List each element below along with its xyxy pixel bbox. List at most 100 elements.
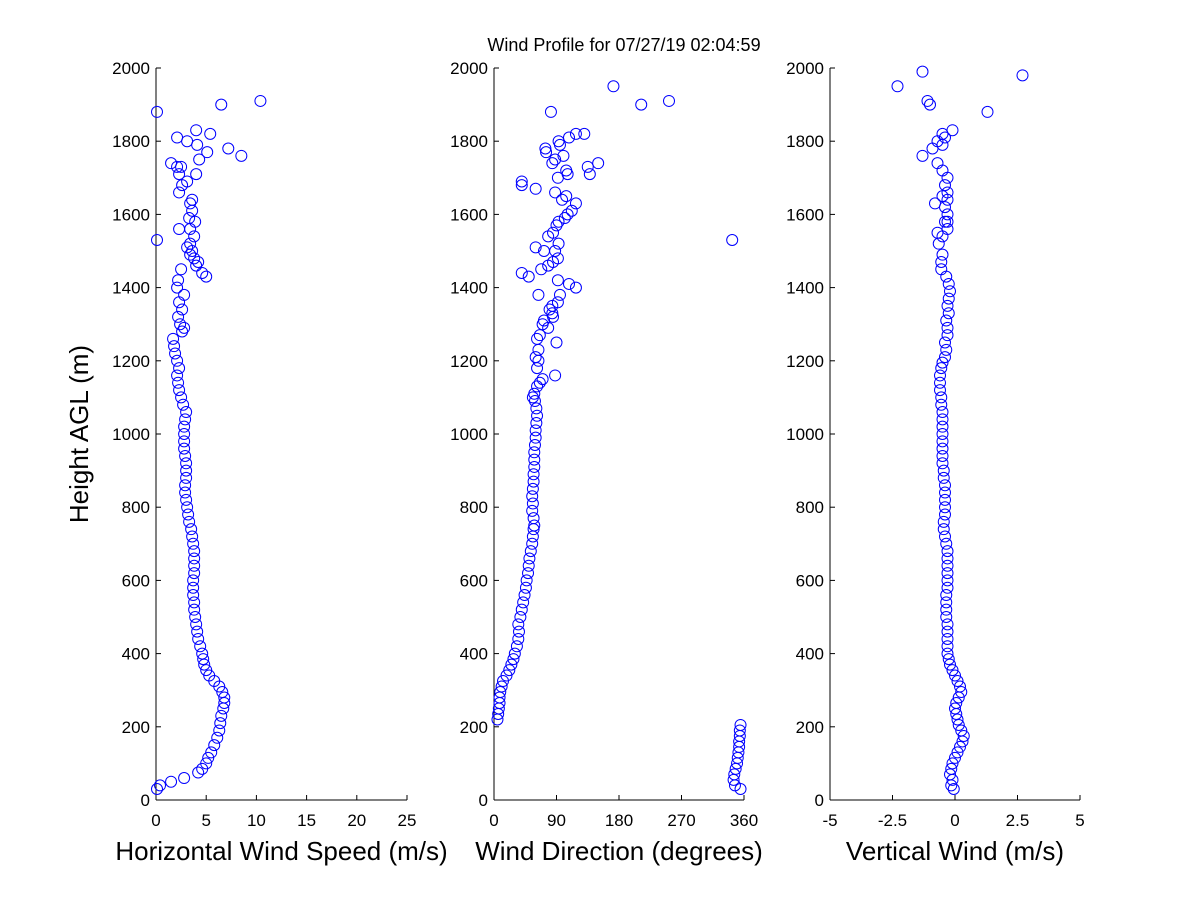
x-tick-label: 10 xyxy=(247,811,266,830)
data-point xyxy=(663,94,675,107)
data-point xyxy=(172,274,185,287)
data-point xyxy=(181,501,194,514)
y-tick-label: 1000 xyxy=(786,425,824,444)
data-point xyxy=(181,175,194,188)
x-tick-label: 5 xyxy=(201,811,210,830)
data-point xyxy=(733,724,746,737)
data-point xyxy=(931,157,944,170)
data-point xyxy=(941,552,954,565)
data-point xyxy=(955,724,968,737)
data-point xyxy=(939,501,951,514)
data-point xyxy=(181,241,194,254)
data-point xyxy=(512,618,525,631)
data-point xyxy=(505,658,518,671)
data-point xyxy=(189,215,202,228)
data-point xyxy=(942,307,955,320)
data-point xyxy=(218,691,231,704)
data-point xyxy=(151,234,164,247)
data-point xyxy=(522,559,535,572)
data-point xyxy=(529,351,542,364)
data-point xyxy=(192,766,205,779)
data-point xyxy=(916,65,929,78)
data-point xyxy=(954,680,966,693)
x-tick-label: 0 xyxy=(151,811,160,830)
data-point xyxy=(529,431,542,444)
data-point xyxy=(171,281,184,294)
x-axis-title-vertical: Vertical Wind (m/s) xyxy=(846,836,1064,866)
data-point xyxy=(536,373,549,386)
data-point xyxy=(528,453,541,466)
data-point xyxy=(941,171,954,184)
data-point xyxy=(544,105,557,118)
data-point xyxy=(939,479,951,492)
data-point xyxy=(939,493,951,506)
data-point xyxy=(941,625,954,638)
data-point xyxy=(563,131,575,144)
x-tick-label: 20 xyxy=(347,811,366,830)
data-point xyxy=(213,724,226,737)
data-point xyxy=(169,347,182,360)
data-point xyxy=(561,208,574,221)
data-point xyxy=(939,486,951,499)
data-point xyxy=(208,739,221,752)
data-point xyxy=(556,193,569,206)
y-tick-label: 2000 xyxy=(786,59,824,78)
data-point xyxy=(592,157,605,170)
data-point xyxy=(179,486,192,499)
data-point xyxy=(532,354,545,367)
y-tick-label: 200 xyxy=(122,718,150,737)
data-point xyxy=(222,142,235,155)
data-point xyxy=(187,574,200,587)
data-point xyxy=(535,263,548,276)
data-point xyxy=(528,460,541,473)
data-point xyxy=(173,384,186,397)
x-tick-label: 360 xyxy=(730,811,758,830)
data-point xyxy=(935,391,948,404)
data-point xyxy=(939,179,951,192)
data-point xyxy=(527,468,540,481)
data-point xyxy=(546,157,559,170)
y-tick-label: 1200 xyxy=(112,352,150,371)
data-point xyxy=(560,190,573,203)
data-point xyxy=(941,632,954,645)
panel-vertical: 0 200 400 600 800 1000 1200 1400 1600 1800 2000 -5 -… xyxy=(786,59,1085,866)
data-point xyxy=(190,259,203,272)
data-point xyxy=(942,277,955,290)
data-point xyxy=(172,376,185,389)
data-point xyxy=(941,574,954,587)
data-point xyxy=(937,515,950,528)
x-tick-label: -5 xyxy=(822,811,837,830)
data-point xyxy=(542,259,555,272)
data-point xyxy=(552,135,565,148)
data-point xyxy=(165,775,178,788)
panel-direction: 0 200 400 600 800 1000 1200 1400 1600 1800 2000 0 90… xyxy=(450,59,763,866)
y-tick-label: 800 xyxy=(122,498,150,517)
data-point xyxy=(507,653,520,666)
data-point xyxy=(549,186,562,199)
data-point xyxy=(941,329,954,342)
y-tick-label: 1000 xyxy=(450,425,488,444)
data-point xyxy=(519,581,532,594)
data-point xyxy=(235,149,248,162)
data-point xyxy=(939,530,951,543)
data-point xyxy=(957,729,970,742)
data-point xyxy=(177,398,190,411)
data-point xyxy=(951,675,964,688)
x-tick-label: 25 xyxy=(398,811,417,830)
data-point xyxy=(518,589,531,602)
data-point xyxy=(728,768,741,781)
data-point xyxy=(184,237,197,250)
data-point xyxy=(173,362,186,375)
data-point xyxy=(951,713,964,726)
data-point xyxy=(936,457,949,470)
data-point xyxy=(526,482,539,495)
data-point xyxy=(188,230,201,243)
data-point xyxy=(940,603,953,616)
data-point xyxy=(515,603,528,616)
data-point xyxy=(200,757,213,770)
data-point xyxy=(190,124,203,137)
data-point xyxy=(941,321,954,334)
data-point xyxy=(939,215,951,228)
data-point xyxy=(531,362,544,375)
data-point xyxy=(941,567,954,580)
